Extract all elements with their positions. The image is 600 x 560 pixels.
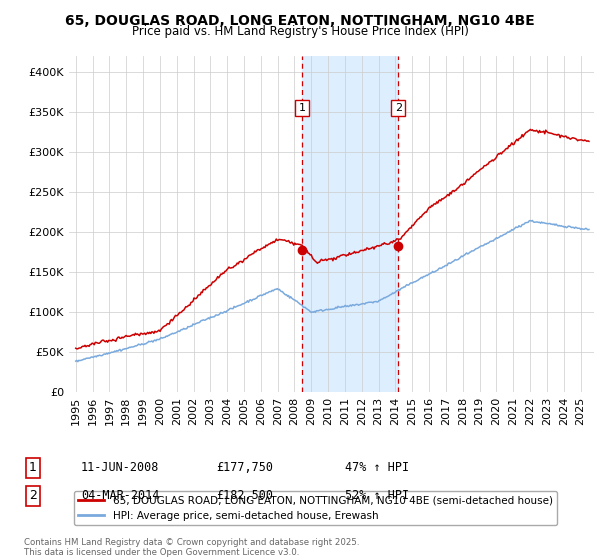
- Text: 2: 2: [29, 489, 37, 502]
- Text: 1: 1: [29, 461, 37, 474]
- Bar: [302, 56, 398, 392]
- Text: £177,750: £177,750: [216, 461, 273, 474]
- Text: 47% ↑ HPI: 47% ↑ HPI: [345, 461, 409, 474]
- Text: 52% ↑ HPI: 52% ↑ HPI: [345, 489, 409, 502]
- Text: 1: 1: [298, 103, 305, 113]
- Legend: 65, DOUGLAS ROAD, LONG EATON, NOTTINGHAM, NG10 4BE (semi-detached house), HPI: A: 65, DOUGLAS ROAD, LONG EATON, NOTTINGHAM…: [74, 491, 557, 525]
- Text: Contains HM Land Registry data © Crown copyright and database right 2025.
This d: Contains HM Land Registry data © Crown c…: [24, 538, 359, 557]
- Text: £182,500: £182,500: [216, 489, 273, 502]
- Text: 2: 2: [395, 103, 402, 113]
- Text: 11-JUN-2008: 11-JUN-2008: [81, 461, 160, 474]
- Text: 65, DOUGLAS ROAD, LONG EATON, NOTTINGHAM, NG10 4BE: 65, DOUGLAS ROAD, LONG EATON, NOTTINGHAM…: [65, 14, 535, 28]
- Text: Price paid vs. HM Land Registry's House Price Index (HPI): Price paid vs. HM Land Registry's House …: [131, 25, 469, 38]
- Text: 04-MAR-2014: 04-MAR-2014: [81, 489, 160, 502]
